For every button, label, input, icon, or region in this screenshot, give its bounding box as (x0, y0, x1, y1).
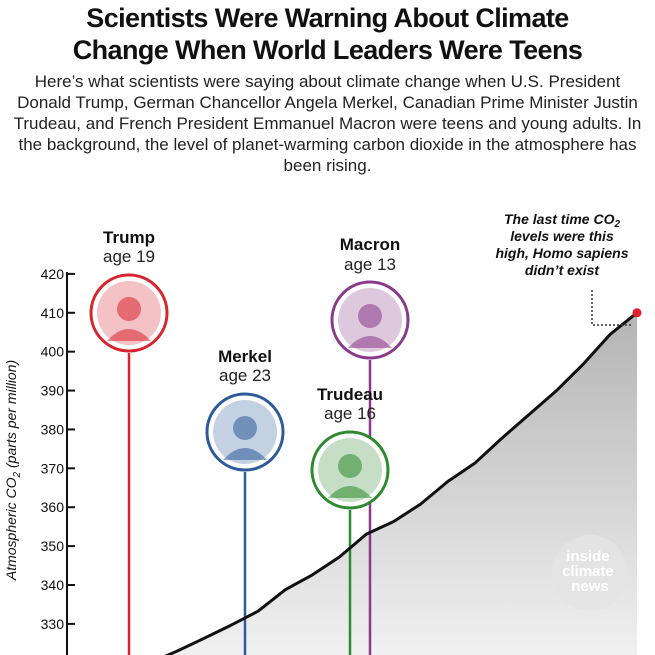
macron-age: age 13 (344, 255, 396, 274)
watermark-circle (552, 535, 628, 611)
trudeau-shoulders-icon (328, 486, 372, 498)
y-tick-label-420: 420 (41, 266, 65, 282)
page-title: Scientists Were Warning About Climate Ch… (0, 2, 655, 66)
co2-line (164, 311, 638, 655)
y-tick-label-350: 350 (41, 538, 65, 554)
title-line-2: Change When World Leaders Were Teens (72, 35, 583, 65)
trump-face-icon (117, 297, 141, 321)
latest-value-marker (632, 308, 642, 318)
trump-age: age 19 (103, 247, 155, 266)
macron-name: Macron (340, 235, 400, 254)
y-tick-label-390: 390 (41, 383, 65, 399)
merkel-age: age 23 (219, 366, 271, 385)
y-tick-label-370: 370 (41, 460, 65, 476)
y-tick-label-340: 340 (41, 577, 65, 593)
trudeau-name: Trudeau (317, 385, 383, 404)
merkel-portrait (205, 392, 285, 472)
subtitle: Here’s what scientists were saying about… (13, 72, 642, 175)
co2-area (150, 312, 637, 655)
trudeau-age: age 16 (324, 404, 376, 423)
annotation-line-4: didn’t exist (525, 262, 600, 278)
annotation-line-1: The last time CO2 (504, 211, 620, 230)
trump-name: Trump (103, 228, 155, 247)
annotation-line-2: levels were this (510, 228, 614, 244)
y-tick-label-400: 400 (41, 344, 65, 360)
y-axis-label: Atmospheric CO2 (parts per million) (3, 360, 23, 581)
watermark-word-2: climate (562, 563, 614, 580)
y-tick-label-380: 380 (41, 421, 65, 437)
macron-face-icon (358, 304, 382, 328)
trudeau-face-icon (338, 454, 362, 478)
trump-shoulders-icon (107, 329, 151, 341)
annotation-leader (591, 290, 631, 326)
y-axis: 330 340 350 360 370 380 390 400 410 420 (41, 266, 75, 655)
merkel-face-icon (233, 416, 257, 440)
trudeau-portrait (310, 430, 390, 510)
trump-portrait (89, 273, 169, 353)
watermark-word-1: inside (566, 548, 609, 565)
merkel-shoulders-icon (223, 448, 267, 460)
macron-shoulders-icon (348, 336, 392, 348)
watermark-text: inside climate news (562, 548, 618, 595)
annotation-line-3: high, Homo sapiens (495, 245, 628, 261)
watermark-word-3: news (571, 578, 609, 595)
y-tick-label-360: 360 (41, 499, 65, 515)
person-stems (127, 353, 372, 655)
y-tick-label-410: 410 (41, 305, 65, 321)
y-tick-label-330: 330 (41, 616, 65, 632)
watermark-logo: inside climate news (552, 535, 628, 611)
title-line-1: Scientists Were Warning About Climate (86, 3, 569, 33)
merkel-name: Merkel (218, 347, 272, 366)
macron-portrait (330, 280, 410, 360)
